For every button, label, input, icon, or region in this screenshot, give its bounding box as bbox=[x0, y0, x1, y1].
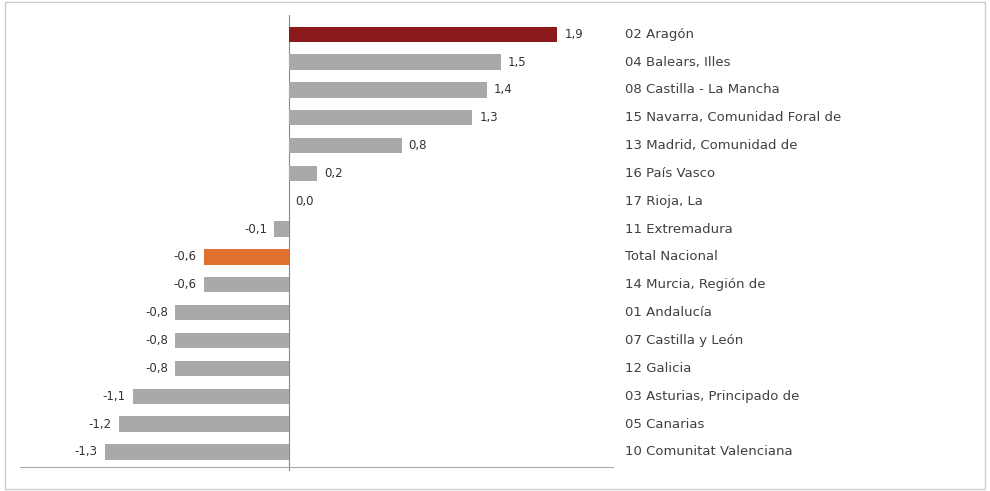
Text: 12 Galicia: 12 Galicia bbox=[625, 362, 691, 375]
Text: -1,1: -1,1 bbox=[103, 390, 126, 403]
Text: 1,3: 1,3 bbox=[479, 111, 498, 124]
Text: 1,9: 1,9 bbox=[564, 27, 583, 41]
Text: -0,6: -0,6 bbox=[173, 278, 197, 291]
Text: 1,4: 1,4 bbox=[494, 83, 513, 96]
Text: 11 Extremadura: 11 Extremadura bbox=[625, 222, 733, 236]
Text: 15 Navarra, Comunidad Foral de: 15 Navarra, Comunidad Foral de bbox=[625, 111, 842, 124]
Text: -0,1: -0,1 bbox=[245, 222, 267, 236]
Text: 14 Murcia, Región de: 14 Murcia, Región de bbox=[625, 278, 765, 291]
Text: 13 Madrid, Comunidad de: 13 Madrid, Comunidad de bbox=[625, 139, 797, 152]
Text: -0,8: -0,8 bbox=[146, 362, 168, 375]
Text: 0,8: 0,8 bbox=[409, 139, 428, 152]
Text: 16 País Vasco: 16 País Vasco bbox=[625, 167, 715, 180]
Text: 0,2: 0,2 bbox=[324, 167, 343, 180]
Text: 10 Comunitat Valenciana: 10 Comunitat Valenciana bbox=[625, 445, 793, 459]
Bar bbox=[288, 166, 317, 181]
Text: 17 Rioja, La: 17 Rioja, La bbox=[625, 195, 703, 208]
Text: -1,3: -1,3 bbox=[74, 445, 98, 459]
Text: -0,6: -0,6 bbox=[173, 250, 197, 264]
Text: 01 Andalucía: 01 Andalucía bbox=[625, 306, 712, 319]
Bar bbox=[274, 221, 288, 237]
Text: 02 Aragón: 02 Aragón bbox=[625, 27, 694, 41]
Bar bbox=[288, 55, 501, 70]
Text: -1,2: -1,2 bbox=[88, 417, 112, 431]
Bar bbox=[288, 82, 486, 98]
Bar bbox=[175, 361, 288, 376]
Bar bbox=[175, 333, 288, 348]
Bar bbox=[119, 416, 288, 432]
Text: Total Nacional: Total Nacional bbox=[625, 250, 718, 264]
Bar bbox=[204, 277, 288, 293]
Text: 04 Balears, Illes: 04 Balears, Illes bbox=[625, 55, 731, 69]
Bar bbox=[204, 249, 288, 265]
Bar bbox=[288, 27, 557, 42]
Text: 1,5: 1,5 bbox=[508, 55, 527, 69]
Text: 08 Castilla - La Mancha: 08 Castilla - La Mancha bbox=[625, 83, 780, 96]
Bar bbox=[175, 305, 288, 320]
Bar bbox=[288, 138, 402, 153]
Text: 05 Canarias: 05 Canarias bbox=[625, 417, 704, 431]
Bar bbox=[288, 110, 472, 125]
Bar bbox=[133, 388, 288, 404]
Text: -0,8: -0,8 bbox=[146, 306, 168, 319]
Text: 03 Asturias, Principado de: 03 Asturias, Principado de bbox=[625, 390, 799, 403]
Bar bbox=[105, 444, 288, 460]
Text: 07 Castilla y León: 07 Castilla y León bbox=[625, 334, 743, 347]
Text: 0,0: 0,0 bbox=[296, 195, 314, 208]
Text: -0,8: -0,8 bbox=[146, 334, 168, 347]
